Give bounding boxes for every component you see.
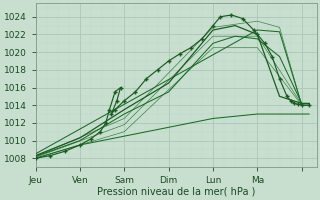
X-axis label: Pression niveau de la mer( hPa ): Pression niveau de la mer( hPa ) — [97, 187, 255, 197]
